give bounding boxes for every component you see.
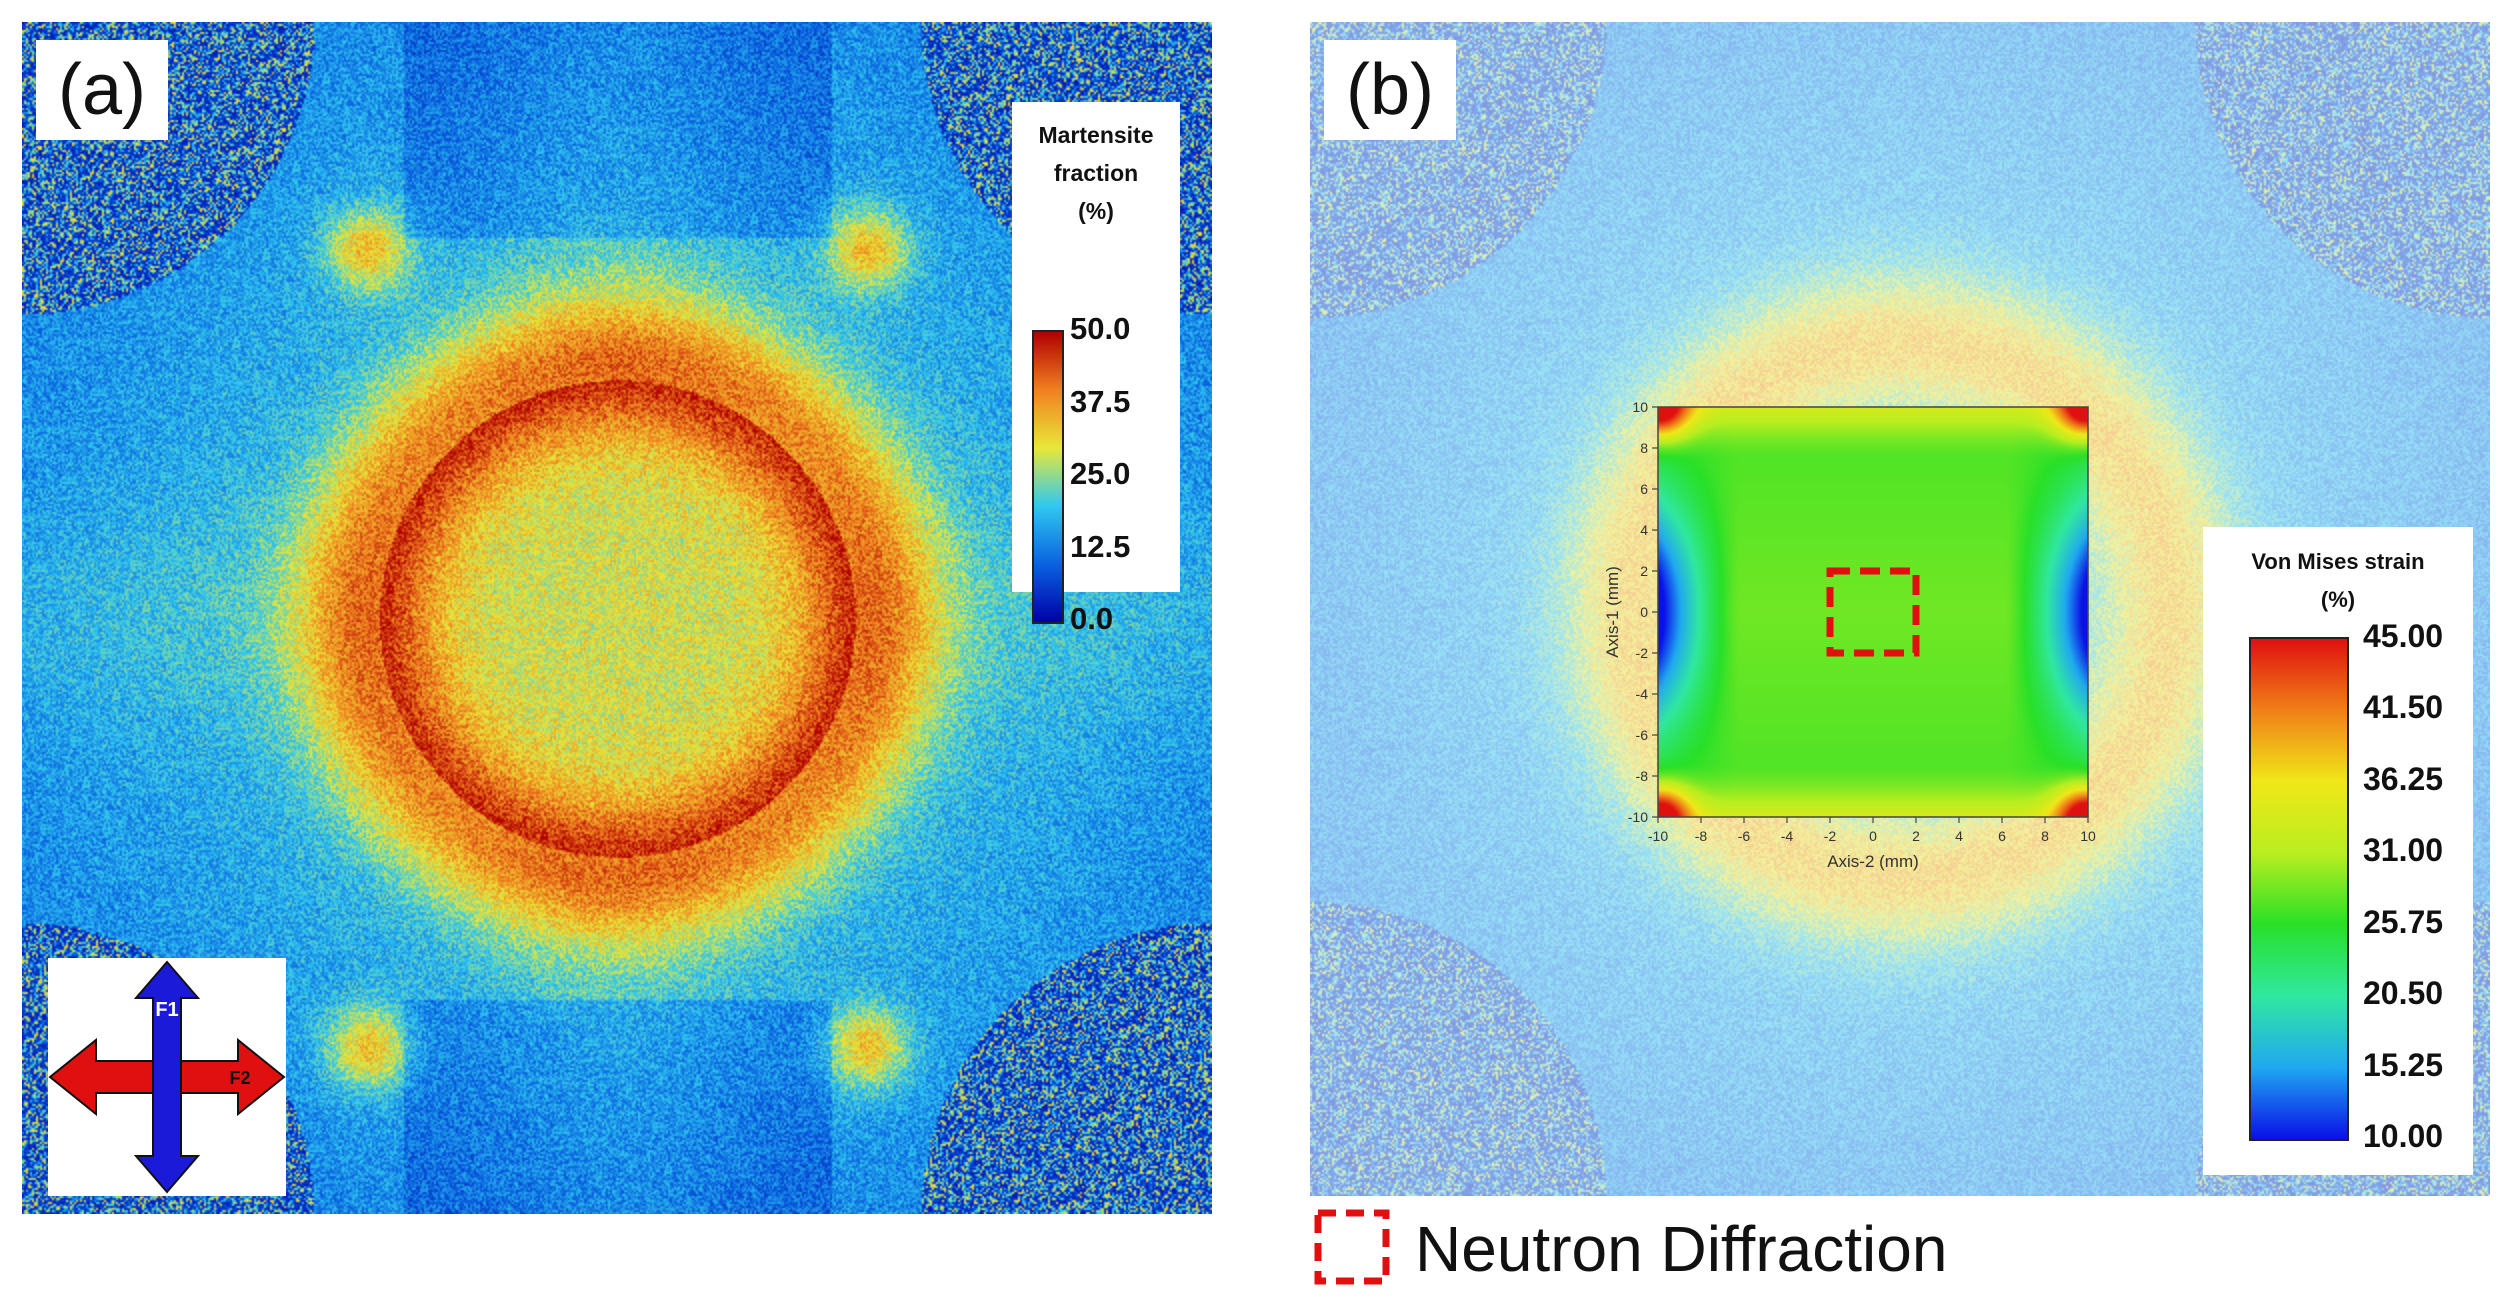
inset-y-tick-label: -4 xyxy=(1636,686,1649,702)
inset-x-tick-label: -6 xyxy=(1738,828,1751,844)
neutron-diffraction-legend: Neutron Diffraction xyxy=(1310,1205,2010,1295)
colorbar-title-line: Martensite xyxy=(1038,122,1154,148)
inset-x-tick-label: -4 xyxy=(1781,828,1794,844)
colorbar-title-line: Von Mises strain xyxy=(2251,549,2425,574)
inset-x-tick-label: 2 xyxy=(1912,828,1920,844)
colorbar-tick-label: 15.25 xyxy=(2363,1046,2444,1083)
strain-colorbar-legend: Von Mises strain (%) 45.00 41.50 36.25 31.0… xyxy=(2203,527,2473,1175)
inset-contour-map xyxy=(1658,407,2088,817)
inset-x-tick-label: 8 xyxy=(2041,828,2049,844)
colorbar-tick-label: 50.0 xyxy=(1070,311,1131,346)
panel-b-label: (b) xyxy=(1324,40,1456,140)
inset-y-tick-label: 0 xyxy=(1640,604,1648,620)
colorbar-tick-label: 31.00 xyxy=(2363,832,2444,869)
colorbar-title-line: (%) xyxy=(2320,587,2356,612)
inset-y-tick-label: 8 xyxy=(1640,440,1648,456)
panel-a-label: (a) xyxy=(36,40,168,140)
colorbar-tick-label: 41.50 xyxy=(2363,689,2444,726)
colorbar-tick-label: 25.0 xyxy=(1070,456,1131,491)
inset-y-tick-label: 2 xyxy=(1640,563,1648,579)
inset-y-tick-label: -8 xyxy=(1636,768,1649,784)
colorbar-tick-label: 12.5 xyxy=(1070,528,1131,564)
inset-y-tick-label: 10 xyxy=(1632,399,1648,415)
panel-b-strain-map: (b) -10 -8 -6 -4 -2 0 2 4 6 8 10 10 8 6 4 2 0 -2 -4 -6 -8 -10… xyxy=(1310,22,2490,1196)
colorbar-tick-label: 10.00 xyxy=(2363,1118,2444,1154)
inset-x-tick-label: -8 xyxy=(1695,828,1708,844)
neutron-diffraction-label: Neutron Diffraction xyxy=(1415,1213,1948,1285)
f1-label: F1 xyxy=(155,999,178,1021)
colorbar-tick-label: 20.50 xyxy=(2363,975,2444,1012)
colorbar-title-line: (%) xyxy=(1078,198,1114,224)
neutron-diffraction-region-marker xyxy=(1826,567,1920,657)
colorbar-tick-label: 25.75 xyxy=(2363,903,2444,940)
inset-x-tick-label: -2 xyxy=(1824,828,1837,844)
inset-x-tick-label: 0 xyxy=(1869,828,1877,844)
martensite-colorbar-gradient xyxy=(1032,330,1064,624)
inset-axes: -10 -8 -6 -4 -2 0 2 4 6 8 10 10 8 6 4 2 0 -2 -4 -6 -8 -10 xyxy=(1628,399,2096,844)
strain-colorbar-title: Von Mises strain (%) xyxy=(2203,543,2473,619)
martensite-colorbar-legend: Martensite fraction (%) 50.0 37.5 25.0 12.5… xyxy=(1012,102,1180,636)
inset-y-tick-label: -2 xyxy=(1636,645,1649,661)
inset-x-tick-label: 6 xyxy=(1998,828,2006,844)
inset-x-tick-label: 4 xyxy=(1955,828,1963,844)
f1-vertical-arrow xyxy=(133,960,201,1194)
colorbar-tick-label: 45.00 xyxy=(2363,618,2444,654)
colorbar-tick-label: 36.25 xyxy=(2363,760,2444,797)
inset-x-tick-label: -10 xyxy=(1648,828,1668,844)
dashed-square-marker-icon xyxy=(1314,1209,1390,1285)
colorbar-tick-label: 0.0 xyxy=(1070,601,1114,636)
inset-y-tick-label: 4 xyxy=(1640,522,1648,538)
inset-y-tick-label: -6 xyxy=(1636,727,1649,743)
inset-y-tick-label: 6 xyxy=(1640,481,1648,497)
von-mises-inset-plot: -10 -8 -6 -4 -2 0 2 4 6 8 10 10 8 6 4 2 0 -2 -4 -6 -8 -10 Axi… xyxy=(1588,387,2148,902)
inset-y-axis-label: Axis-1 (mm) xyxy=(1603,566,1622,658)
strain-colorbar-gradient xyxy=(2249,637,2349,1141)
colorbar-tick-label: 37.5 xyxy=(1070,383,1131,419)
force-direction-diagram: F1 F2 xyxy=(48,958,286,1196)
inset-x-axis-label: Axis-2 (mm) xyxy=(1827,852,1919,871)
martensite-colorbar-title: Martensite fraction (%) xyxy=(1012,116,1180,230)
panel-a-martensite-map: (a) Martensite fraction (%) 50.0 37.5 25.0… xyxy=(22,22,1212,1214)
inset-y-tick-label: -10 xyxy=(1628,809,1648,825)
colorbar-title-line: fraction xyxy=(1053,160,1139,186)
f2-label: F2 xyxy=(229,1068,250,1088)
inset-x-tick-label: 10 xyxy=(2080,828,2096,844)
